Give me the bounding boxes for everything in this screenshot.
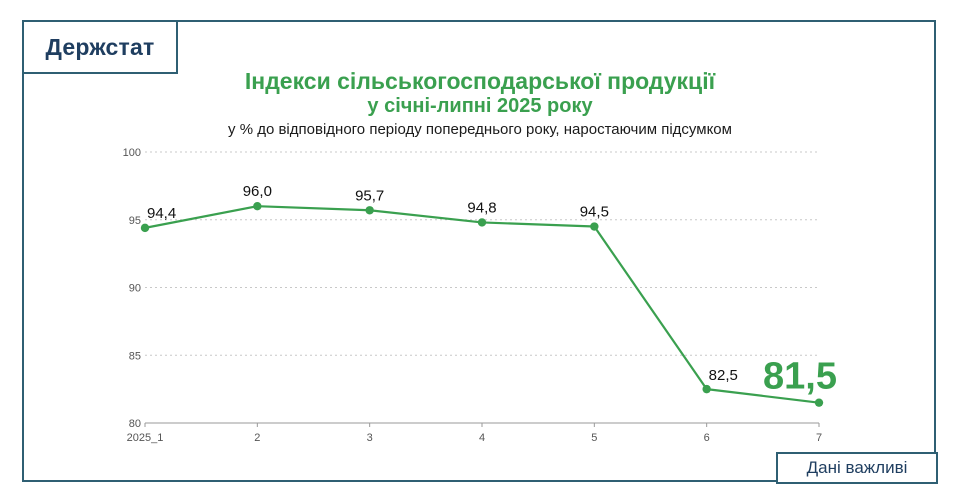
data-point — [702, 384, 711, 394]
data-label: 95,7 — [355, 187, 384, 204]
data-labels: 94,4 96,0 95,7 94,8 94,5 82,5 81,5 — [147, 183, 837, 397]
x-tick-label: 2025_1 — [127, 432, 164, 444]
brand-logo: Держстат — [22, 20, 178, 74]
y-tick-label: 85 — [129, 350, 141, 362]
chart-title: Індекси сільськогосподарської продукції — [244, 68, 716, 94]
data-point — [365, 206, 374, 215]
data-point — [477, 218, 487, 227]
outer-frame — [22, 20, 936, 482]
x-tick-label: 4 — [479, 432, 485, 444]
data-label: 96,0 — [243, 183, 272, 200]
y-axis-ticks: 80 85 90 95 100 — [123, 147, 141, 430]
chart-subtitle: у % до відповідного періоду попереднього… — [228, 121, 732, 138]
data-point — [140, 223, 150, 233]
x-tick-label: 5 — [591, 432, 597, 444]
x-tick-label: 2 — [254, 432, 260, 444]
data-point — [253, 202, 262, 211]
x-tick-label: 7 — [816, 432, 822, 444]
data-label: 82,5 — [709, 367, 738, 384]
data-point — [590, 222, 599, 231]
y-tick-label: 100 — [123, 147, 141, 159]
data-points — [140, 202, 824, 407]
x-tick-label: 3 — [367, 432, 373, 444]
y-tick-label: 90 — [129, 283, 141, 295]
data-label: 94,4 — [147, 205, 176, 222]
data-label: 94,5 — [580, 204, 609, 221]
x-axis-ticks: 2025_1 2 3 4 5 6 7 — [127, 423, 822, 444]
data-point — [814, 398, 824, 407]
x-tick-label: 6 — [704, 432, 710, 444]
chart-title-line2: у січні-липні 2025 року — [367, 95, 593, 117]
footer-label: Дані важливі — [806, 458, 908, 477]
footer-badge: Дані важливі — [776, 452, 938, 484]
data-label: 81,5 — [763, 356, 837, 398]
brand-name: Держстат — [45, 33, 155, 60]
data-label: 94,8 — [467, 199, 496, 216]
y-tick-label: 80 — [129, 418, 141, 430]
y-tick-label: 95 — [129, 215, 141, 227]
